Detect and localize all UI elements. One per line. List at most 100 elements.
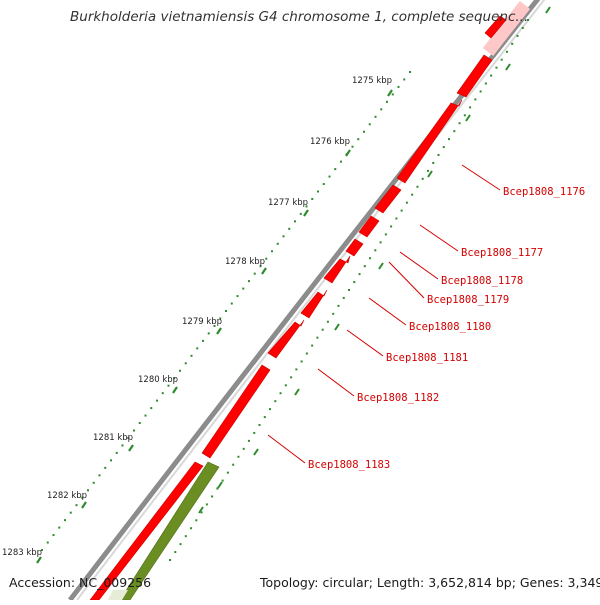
ruler-dot xyxy=(202,339,204,342)
ruler-dot xyxy=(374,249,377,252)
ruler-dot xyxy=(484,82,487,85)
ruler-dot xyxy=(282,235,285,238)
ruler-dot xyxy=(211,495,214,498)
ruler-dot xyxy=(411,193,414,196)
gene-label[interactable]: Bcep1808_1176 xyxy=(503,186,585,198)
gene-arrow[interactable] xyxy=(456,54,493,98)
scale-tick-label: 1282 kbp xyxy=(47,491,87,501)
feature-bar-fade xyxy=(108,590,128,600)
ruler-dot xyxy=(92,481,95,484)
ruler-dot xyxy=(322,183,325,186)
scale-tick-label: 1278 kbp xyxy=(225,257,265,267)
gene-label[interactable]: Bcep1808_1183 xyxy=(308,459,390,471)
ruler-dot xyxy=(334,168,337,171)
gene-label-connector xyxy=(317,368,355,397)
gene-arrow[interactable] xyxy=(484,15,507,39)
ruler-dot xyxy=(391,93,394,96)
ruler-dot xyxy=(98,474,101,477)
ruler-tick-mark xyxy=(505,63,511,71)
ruler-dot xyxy=(358,273,361,276)
ruler-dot xyxy=(127,436,130,439)
ruler-dot xyxy=(184,362,187,365)
ruler-tick-mark xyxy=(427,170,433,178)
gene-arrow[interactable] xyxy=(345,238,364,257)
ruler-dot xyxy=(216,487,219,490)
gene-label-connector xyxy=(461,164,501,191)
ruler-dot xyxy=(237,455,240,458)
ruler-dot xyxy=(326,320,329,323)
gene-arrow[interactable] xyxy=(267,319,305,359)
ruler-dot xyxy=(81,496,84,499)
ruler-dot xyxy=(230,302,233,305)
ruler-dot xyxy=(379,241,382,244)
ruler-dot xyxy=(219,317,222,320)
gene-label[interactable]: Bcep1808_1180 xyxy=(409,321,491,333)
ruler-dot xyxy=(321,328,324,331)
ruler-dot xyxy=(353,281,356,284)
ruler-dot xyxy=(300,360,303,363)
gene-label[interactable]: Bcep1808_1179 xyxy=(427,294,509,306)
ruler-dot xyxy=(265,257,268,260)
ruler-dot xyxy=(253,431,256,434)
outer-tick-dots xyxy=(41,71,411,551)
map-title: Burkholderia vietnamiensis G4 chromosome… xyxy=(70,9,529,25)
ruler-dot xyxy=(351,145,354,148)
scale-tick-mark xyxy=(81,501,87,509)
ruler-dot xyxy=(221,479,224,482)
ruler-dot xyxy=(167,384,170,387)
ruler-dot xyxy=(463,114,466,117)
ruler-dot xyxy=(295,368,298,371)
ruler-dot xyxy=(442,146,445,149)
gene-arrow[interactable] xyxy=(323,255,351,284)
ruler-tick-mark xyxy=(545,6,551,14)
gene-label-connector xyxy=(267,434,306,464)
ruler-dot xyxy=(311,197,314,200)
ruler-dot xyxy=(400,209,403,212)
ruler-dot xyxy=(458,122,461,125)
ruler-dot xyxy=(213,324,216,327)
scale-tick-label: 1276 kbp xyxy=(310,137,350,147)
scale-tick-label: 1275 kbp xyxy=(352,76,392,86)
ruler-dot xyxy=(527,19,529,21)
ruler-dot xyxy=(426,169,429,172)
ruler-dot xyxy=(290,376,293,379)
ruler-dot xyxy=(511,42,514,45)
gene-arrow[interactable] xyxy=(201,364,271,459)
ruler-dot xyxy=(294,220,296,223)
ruler-dot xyxy=(104,466,107,469)
ruler-dot xyxy=(253,272,256,275)
gene-arrow[interactable] xyxy=(358,215,380,238)
ruler-dot xyxy=(348,289,350,291)
ruler-dot xyxy=(41,549,43,551)
ruler-dot xyxy=(395,217,398,220)
ruler-dot xyxy=(374,115,377,118)
ruler-dot xyxy=(58,526,61,529)
ruler-dot xyxy=(316,336,319,339)
gene-label[interactable]: Bcep1808_1181 xyxy=(386,352,468,364)
gene-arrow[interactable] xyxy=(300,289,328,319)
genome-summary-text: Topology: circular; Length: 3,652,814 bp… xyxy=(260,575,600,590)
gene-label[interactable]: Bcep1808_1178 xyxy=(441,275,523,287)
gene-arrow[interactable] xyxy=(374,184,402,214)
ruler-dot xyxy=(279,392,282,395)
ruler-tick-mark xyxy=(378,262,384,270)
ruler-dot xyxy=(276,242,279,245)
ruler-dot xyxy=(87,489,89,492)
ruler-dot xyxy=(190,354,193,357)
ruler-dot xyxy=(69,511,72,514)
ruler-dot xyxy=(190,527,193,530)
gene-arrow[interactable] xyxy=(396,99,463,184)
ruler-dot xyxy=(46,541,49,544)
ruler-dot xyxy=(332,312,335,315)
gene-labels: Bcep1808_1176 Bcep1808_1177 Bcep1808_1178 B… xyxy=(308,186,585,471)
ruler-dot xyxy=(421,177,424,180)
gene-label[interactable]: Bcep1808_1182 xyxy=(357,392,439,404)
ruler-dot xyxy=(409,71,411,73)
ruler-dot xyxy=(474,98,477,101)
gene-label[interactable]: Bcep1808_1177 xyxy=(461,247,543,259)
ruler-tick-mark xyxy=(465,114,471,122)
ruler-dot xyxy=(110,459,112,462)
ruler-dot xyxy=(138,422,141,425)
ruler-tick-mark xyxy=(217,481,223,489)
ruler-tick-mark xyxy=(253,448,259,456)
